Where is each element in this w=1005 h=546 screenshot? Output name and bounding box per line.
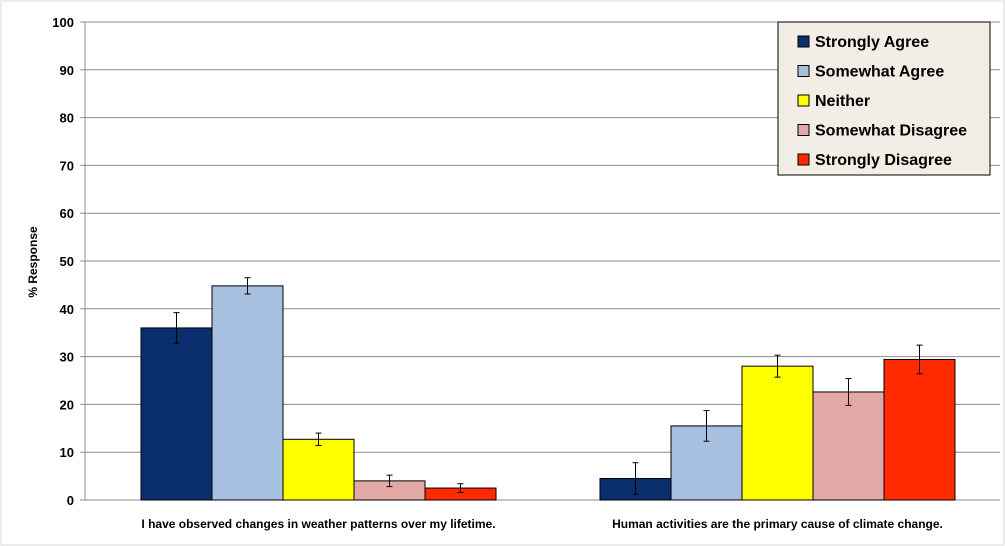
y-tick-label: 50: [60, 254, 74, 269]
error-bar: [774, 354, 781, 378]
error-bar: [244, 277, 251, 295]
y-tick-label: 10: [60, 445, 74, 460]
y-tick-label: 60: [60, 206, 74, 221]
error-bars: [173, 277, 923, 495]
bar-strongly-agree: [140, 327, 213, 501]
legend-label-strongly-agree: Strongly Agree: [815, 34, 929, 51]
error-bar: [916, 344, 923, 375]
error-bar: [173, 312, 180, 344]
y-tick-label: 100: [52, 15, 74, 30]
y-tick-label: 70: [60, 158, 74, 173]
category-label: I have observed changes in weather patte…: [141, 517, 495, 531]
error-bar: [457, 483, 464, 493]
legend-swatch-somewhat-agree: [797, 65, 810, 77]
bar-neither: [741, 365, 814, 501]
y-tick-label: 40: [60, 302, 74, 317]
bar-somewhat-disagree: [812, 391, 885, 501]
legend-label-strongly-disagree: Strongly Disagree: [815, 152, 952, 169]
y-tick-label: 0: [67, 493, 74, 508]
y-tick-labels: 0 10 20 30 40 50 60 70 80 90 100: [52, 15, 74, 508]
legend-label-somewhat-disagree: Somewhat Disagree: [815, 123, 967, 140]
error-bar: [703, 410, 710, 442]
bars: [140, 285, 956, 501]
category-label: Human activities are the primary cause o…: [612, 517, 943, 531]
legend-label-neither: Neither: [815, 93, 870, 110]
y-tick-label: 30: [60, 350, 74, 365]
legend-swatch-neither: [797, 94, 810, 107]
legend-swatch-strongly-agree: [797, 35, 810, 48]
legend: Strongly Agree Somewhat Agree Neither Somew…: [777, 21, 991, 176]
error-bar: [315, 432, 322, 447]
legend-label-somewhat-agree: Somewhat Agree: [815, 64, 944, 81]
y-tick-label: 80: [60, 111, 74, 126]
y-axis-title: % Response: [26, 226, 40, 298]
error-bar: [386, 474, 393, 488]
y-tick-label: 90: [60, 63, 74, 78]
error-bar: [845, 378, 852, 406]
bar-somewhat-agree: [211, 285, 284, 501]
bar-neither: [282, 438, 355, 501]
category-labels: I have observed changes in weather patte…: [141, 517, 942, 531]
bar-strongly-disagree: [883, 358, 956, 501]
y-tick-label: 20: [60, 397, 74, 412]
error-bar: [632, 462, 639, 495]
legend-swatch-strongly-disagree: [797, 153, 810, 166]
legend-box: [777, 21, 991, 176]
legend-swatch-somewhat-disagree: [797, 124, 810, 136]
